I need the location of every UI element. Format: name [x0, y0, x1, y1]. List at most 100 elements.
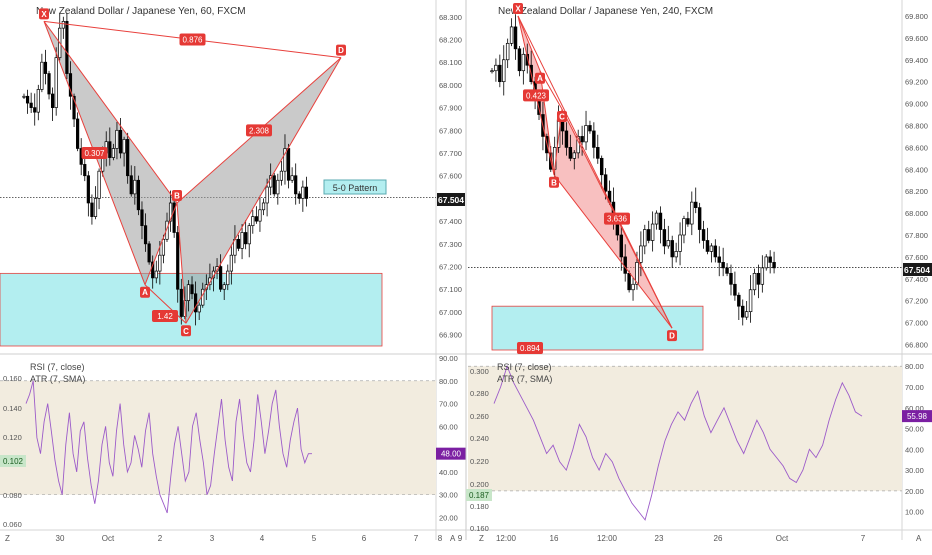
pattern-point-marker [535, 72, 545, 84]
rsi-tick-label: 80.00 [439, 377, 458, 386]
atr-tick-label: 0.060 [3, 520, 22, 529]
pattern-point-label: B [174, 191, 180, 200]
rsi-tick-label: 60.00 [439, 422, 458, 431]
candle-body [701, 229, 706, 241]
price-tick-label: 66.800 [905, 341, 928, 350]
candle-body [276, 179, 280, 195]
pattern-line [185, 57, 342, 324]
candle-body [627, 272, 631, 291]
rsi-line [493, 364, 863, 521]
candle-body [662, 229, 667, 247]
pattern-point-marker [557, 111, 567, 123]
candle-body [122, 139, 126, 154]
candle-body [694, 201, 698, 208]
ratio-label: 0.307 [84, 149, 105, 158]
candle-body [772, 262, 776, 269]
atr-tick-label: 0.160 [3, 374, 22, 383]
pattern-triangle-bcd [177, 57, 341, 324]
pattern-point-marker [549, 176, 559, 188]
candle-body [619, 234, 624, 258]
rsi-tick-label: 20.00 [905, 487, 924, 496]
candle-body [502, 59, 506, 83]
time-tick-label: 26 [714, 534, 723, 543]
time-tick-label: 4 [260, 534, 265, 543]
candle-body [686, 218, 690, 225]
candle-body [580, 136, 584, 143]
rsi-tick-label: 40.00 [439, 468, 458, 477]
candle-body [564, 130, 569, 148]
pattern-point-label: B [551, 178, 557, 187]
candle-body [222, 284, 226, 290]
candle-body [513, 26, 518, 50]
time-tick-label: 7 [861, 534, 866, 543]
candle-body [86, 175, 90, 204]
rsi-indicator-label: RSI (7, close) [30, 362, 85, 372]
price-tick-label: 67.200 [905, 297, 928, 306]
left-pattern-tag[interactable]: 5-0 Pattern [323, 179, 387, 195]
right-current-price-box [903, 263, 932, 276]
candle-body [729, 272, 733, 285]
candle-body [269, 175, 273, 188]
ratio-badge [81, 147, 108, 160]
candle-body [592, 130, 596, 148]
candle-body [717, 256, 721, 263]
candle-body [650, 223, 655, 241]
candle-body [290, 175, 294, 181]
price-tick-label: 69.000 [905, 100, 928, 109]
price-tick-label: 68.400 [905, 165, 928, 174]
candle-body [596, 147, 600, 159]
left-panel: New Zealand Dollar / Japanese Yen, 60, F… [0, 0, 466, 543]
time-tick-label: 12:00 [496, 534, 517, 543]
pattern-point-marker [513, 2, 523, 14]
rsi-tick-label: 40.00 [905, 445, 924, 454]
candle-body [197, 304, 201, 313]
left-z-mark[interactable]: Z [5, 534, 10, 543]
ratio-label: 3.636 [607, 215, 628, 224]
candle-body [72, 95, 76, 120]
price-tick-label: 67.000 [905, 319, 928, 328]
candle-body [643, 229, 647, 247]
left-time-ticks: 30 Oct 2 3 4 5 6 7 8 9 [56, 534, 463, 543]
pattern-point-marker [336, 44, 346, 56]
candle-body [258, 209, 262, 222]
candle-body [646, 229, 651, 241]
candle-body [709, 245, 714, 252]
candle-body [509, 26, 514, 44]
price-tick-label: 68.800 [905, 121, 928, 130]
pattern-line [553, 174, 673, 329]
candle-body [93, 198, 98, 217]
candle-body [658, 212, 663, 230]
candle-body [568, 147, 573, 159]
candle-body [186, 284, 191, 301]
candle-body [725, 267, 729, 274]
right-time-ticks: 12:00 16 12:00 23 26 Oct 7 [496, 534, 866, 543]
candle-body [674, 251, 678, 258]
right-z-mark[interactable]: Z [479, 534, 484, 543]
left-a-mark[interactable]: A [450, 534, 456, 543]
candle-body [190, 284, 194, 295]
pattern-line [517, 15, 673, 329]
candle-body [22, 95, 26, 98]
price-tick-label: 68.000 [439, 81, 462, 90]
candle-body [244, 232, 248, 245]
rsi-tick-label: 70.00 [905, 383, 924, 392]
atr-tick-label: 0.300 [470, 367, 489, 376]
rsi-current-box [436, 447, 466, 460]
time-tick-label: 9 [458, 534, 463, 543]
right-a-mark[interactable]: A [916, 534, 922, 543]
price-tick-label: 67.400 [439, 217, 462, 226]
candle-body [219, 266, 223, 290]
candle-body [297, 193, 301, 199]
atr-tick-label: 0.180 [470, 502, 489, 511]
rsi-tick-label: 10.00 [905, 508, 924, 517]
left-price-ticks: 68.300 68.200 68.100 68.000 67.900 67.800 67.7… [0, 13, 462, 340]
candle-body [286, 148, 291, 181]
candle-body [133, 179, 137, 195]
right-pattern-labels: X A B C D 0.423 3.636 0.894 [513, 2, 677, 354]
candle-body [151, 261, 155, 279]
pattern-point-marker [172, 189, 182, 201]
left-pattern-tag-box[interactable] [323, 179, 387, 195]
atr-tick-label: 0.080 [3, 491, 22, 500]
candle-body [108, 141, 112, 158]
